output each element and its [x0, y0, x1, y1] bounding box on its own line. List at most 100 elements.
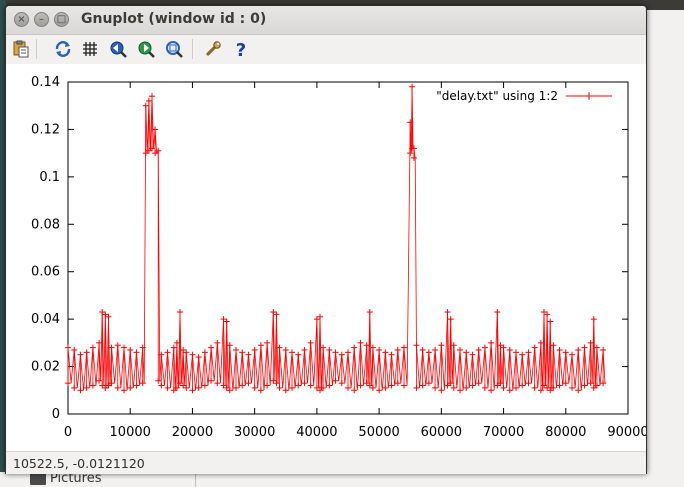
data-point [581, 344, 588, 351]
y-tick-label: 0.04 [31, 312, 60, 327]
data-point [332, 349, 339, 356]
data-point [497, 342, 504, 349]
data-point [195, 354, 202, 361]
data-point [457, 387, 463, 394]
data-point [388, 382, 395, 389]
minimize-button[interactable]: – [34, 12, 49, 27]
data-point [270, 377, 277, 384]
data-point [425, 380, 432, 387]
data-point [233, 346, 239, 353]
data-point [276, 344, 283, 351]
data-point [223, 318, 230, 325]
data-point [152, 126, 159, 133]
data-point [544, 384, 551, 391]
data-point [547, 318, 554, 325]
mouse-coordinates: 10522.5, -0.0121120 [13, 456, 145, 471]
svg-text:?: ? [236, 40, 246, 58]
zoom-next-icon[interactable] [137, 40, 155, 58]
series-line [67, 86, 606, 391]
data-point [376, 387, 383, 394]
data-point [133, 349, 140, 356]
data-point [581, 382, 588, 389]
data-point [593, 344, 600, 351]
data-point [469, 351, 476, 358]
data-point [366, 309, 373, 316]
data-point [189, 351, 196, 358]
maximize-button[interactable]: □ [54, 12, 69, 27]
data-point [257, 387, 264, 394]
data-point [195, 384, 202, 391]
data-point [410, 145, 417, 152]
data-point [145, 147, 152, 154]
data-point [556, 382, 563, 389]
grid-icon[interactable] [81, 40, 99, 58]
data-point [65, 380, 71, 387]
data-point [590, 384, 597, 391]
data-point [71, 384, 78, 391]
data-point [189, 387, 196, 394]
data-point [313, 316, 320, 323]
toolbar-separator [36, 39, 37, 59]
chart-svg[interactable]: 0 10000 20000 30000 40000 50000 60000 70000 8000… [6, 64, 649, 451]
data-point [438, 342, 445, 349]
data-point [273, 311, 280, 318]
data-point [251, 346, 258, 353]
data-point [562, 349, 569, 356]
data-point [183, 349, 190, 356]
folder-icon[interactable] [30, 472, 46, 485]
data-point [382, 384, 389, 391]
data-point [99, 309, 106, 316]
data-point [345, 349, 351, 356]
replot-icon[interactable] [54, 40, 72, 58]
help-icon[interactable]: ? [232, 40, 250, 58]
data-point [127, 346, 134, 353]
x-tick-label: 60000 [421, 425, 462, 440]
close-button[interactable]: × [14, 12, 29, 27]
x-tick-label: 40000 [296, 425, 337, 440]
data-point [170, 344, 177, 351]
data-point [450, 384, 457, 391]
plot-border [67, 81, 629, 415]
data-point [481, 384, 488, 391]
plot-canvas[interactable]: 0 10000 20000 30000 40000 50000 60000 70000 8000… [6, 64, 649, 451]
zoom-previous-icon[interactable] [109, 40, 127, 58]
data-point [410, 154, 417, 161]
legend-label: "delay.txt" using 1:2 [436, 89, 558, 103]
data-point [173, 384, 180, 391]
settings-wrench-icon[interactable] [204, 40, 222, 58]
data-point [177, 309, 183, 316]
data-point [307, 382, 314, 389]
y-tick-label: 0.12 [31, 122, 60, 137]
data-point [145, 97, 152, 104]
data-point [369, 384, 376, 391]
data-point [257, 342, 264, 349]
data-point [562, 380, 569, 387]
data-point [317, 313, 323, 320]
plot-frame [67, 81, 629, 415]
data-point [345, 384, 351, 391]
x-tick-label: 10000 [110, 425, 151, 440]
data-point [301, 346, 308, 353]
file-manager-strip [0, 472, 684, 487]
y-tick-label: 0 [52, 407, 60, 422]
data-point [77, 351, 84, 358]
desktop-background-right [646, 0, 684, 487]
data-point [537, 387, 544, 394]
autoscale-icon[interactable] [165, 40, 183, 58]
data-point [108, 344, 115, 351]
title-bar[interactable]: × – □ Gnuplot (window id : 0) [6, 6, 646, 35]
data-point [519, 351, 526, 358]
legend-marker [585, 92, 593, 100]
data-point [447, 316, 454, 323]
data-point [556, 346, 563, 353]
folder-label[interactable]: Pictures [50, 471, 102, 486]
data-point [102, 384, 109, 391]
data-point [544, 311, 551, 318]
data-point [575, 387, 582, 394]
data-point [239, 382, 246, 389]
data-point [89, 344, 96, 351]
copy-clipboard-icon[interactable] [12, 40, 30, 58]
data-point [155, 147, 162, 154]
x-tick-label: 70000 [483, 425, 524, 440]
x-tick-label: 50000 [358, 425, 399, 440]
